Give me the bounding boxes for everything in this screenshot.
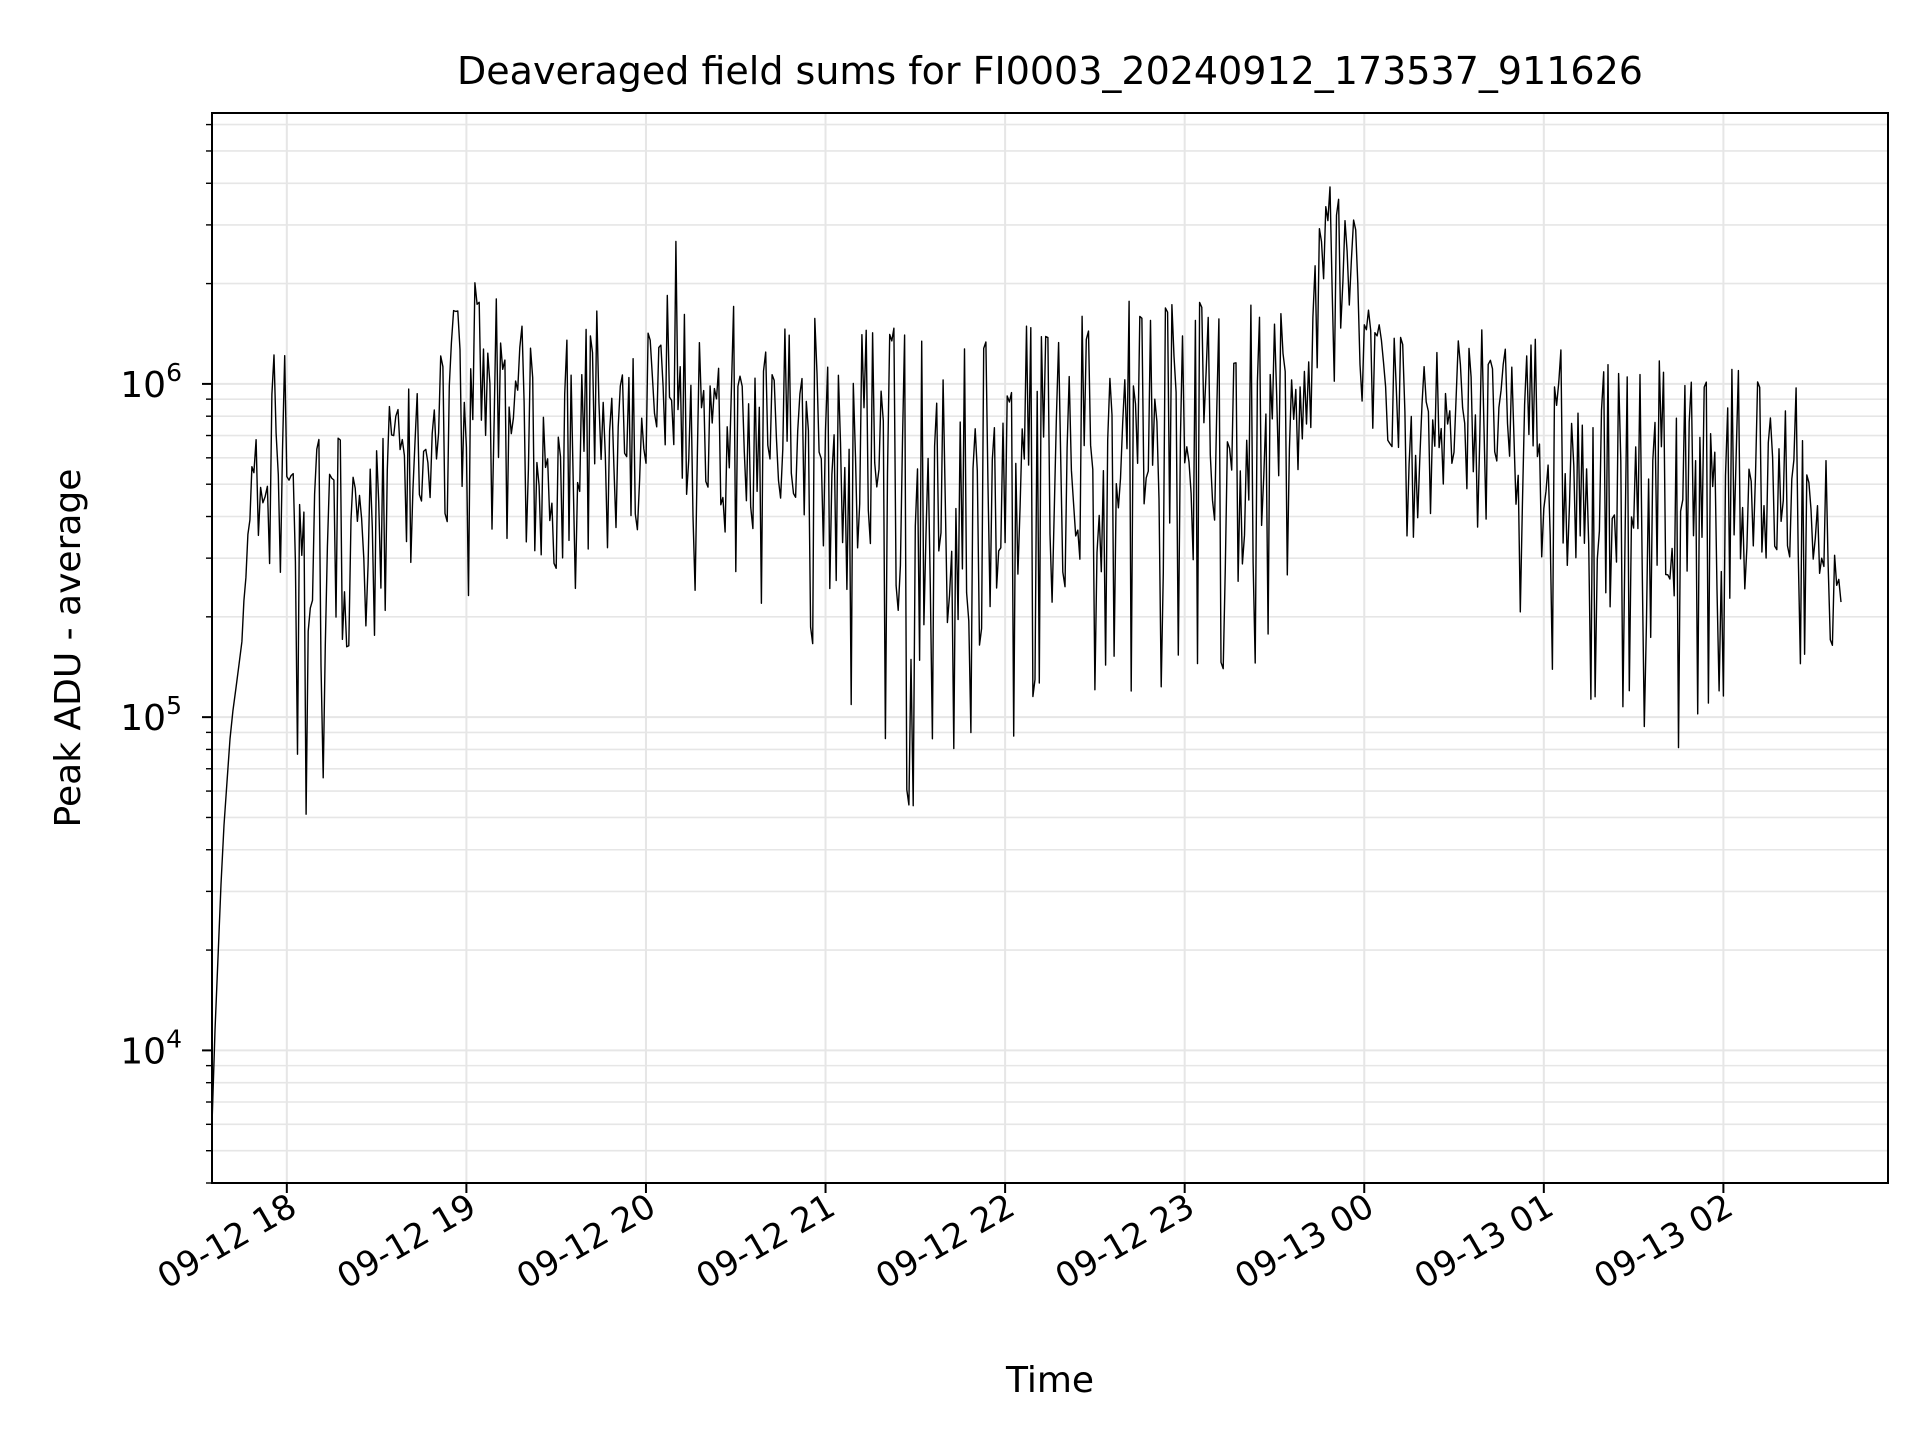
y-tick-label: 106 [120,358,182,406]
chart-title: Deaveraged field sums for FI0003_2024091… [457,49,1643,93]
x-axis-label: Time [1005,1360,1094,1401]
y-axis-label: Peak ADU - average [48,469,89,828]
y-tick-label: 104 [120,1024,182,1072]
y-axis-ticks: 104 105 106 [120,123,212,1184]
axes-frame [211,112,1889,1184]
series-layer [212,186,1842,1125]
series-line [212,186,1842,1125]
plot-area [212,186,1842,1125]
y-tick-label: 105 [120,691,182,739]
